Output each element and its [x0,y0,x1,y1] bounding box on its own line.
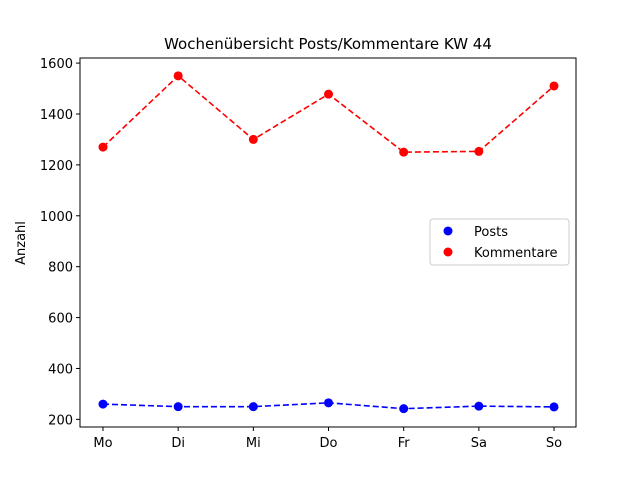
y-tick-label: 200 [48,413,73,428]
x-tick-label: Do [320,436,338,451]
y-axis-label: Anzahl [14,221,29,265]
y-tick-label: 1200 [40,159,73,174]
x-tick-label: So [546,436,562,451]
y-tick-label: 1600 [40,57,73,72]
data-point-kommentare [98,142,108,152]
y-tick-label: 800 [48,261,73,276]
legend-marker-kommentare [443,247,453,257]
chart-title: Wochenübersicht Posts/Kommentare KW 44 [164,35,492,53]
x-tick-label: Fr [398,436,411,451]
y-tick-label: 1400 [40,108,73,123]
x-tick-label: Sa [471,436,487,451]
data-point-kommentare [173,71,183,81]
data-point-posts [98,399,108,409]
x-tick-label: Mi [246,436,261,451]
legend-frame [429,218,570,266]
data-point-kommentare [399,147,409,157]
series-line-kommentare [102,74,555,153]
y-tick-label: 1000 [40,210,73,225]
x-tick-label: Di [171,436,185,451]
plot-frame [79,57,577,428]
data-point-kommentare [324,89,334,99]
y-tick-label: 400 [48,362,73,377]
data-point-kommentare [549,81,559,91]
legend-marker-posts [443,226,453,236]
plot-area: Mo Di Mi Do Fr Sa So 200 400 600 800 1000 1200 1400 16… [40,57,562,451]
data-point-posts [248,402,258,412]
data-point-kommentare [474,146,484,156]
data-point-posts [173,402,183,412]
x-tick-label: Mo [93,436,112,451]
legend: Posts Kommentare [429,218,570,266]
data-point-kommentare [248,134,258,144]
legend-label-posts: Posts [474,225,508,240]
legend-label-kommentare: Kommentare [474,246,558,261]
data-point-posts [549,402,559,412]
y-tick-label: 600 [48,312,73,327]
data-point-posts [399,404,409,414]
data-point-posts [324,398,334,408]
data-point-posts [474,401,484,411]
